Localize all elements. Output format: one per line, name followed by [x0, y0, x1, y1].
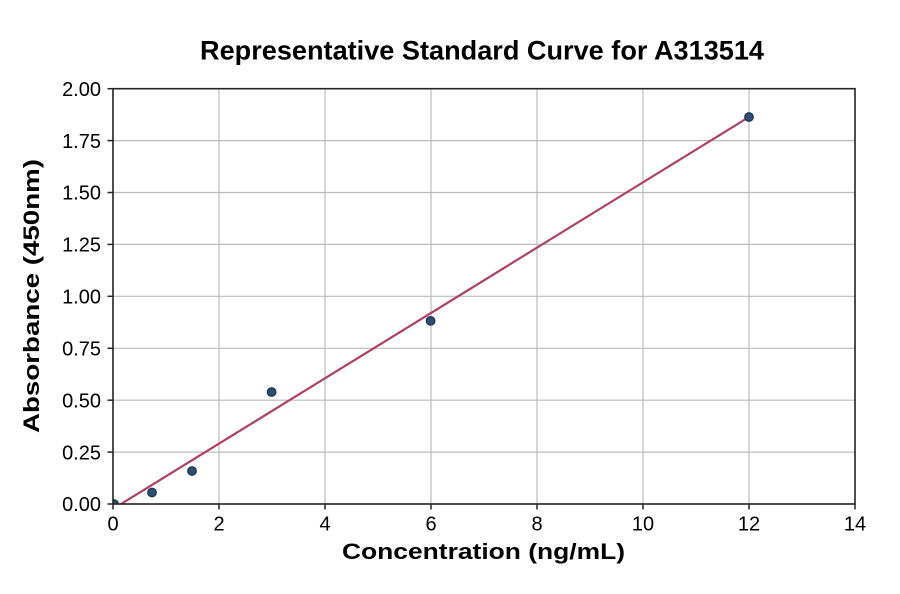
svg-text:Concentration (ng/mL): Concentration (ng/mL) — [342, 539, 625, 564]
svg-text:0: 0 — [107, 514, 118, 536]
svg-text:4: 4 — [319, 514, 330, 536]
svg-text:0.00: 0.00 — [62, 494, 101, 516]
svg-text:0.75: 0.75 — [62, 339, 101, 361]
svg-text:10: 10 — [632, 514, 654, 536]
svg-text:Representative Standard Curve: Representative Standard Curve for A31351… — [200, 35, 764, 65]
svg-text:0.50: 0.50 — [62, 390, 101, 412]
svg-text:2.00: 2.00 — [62, 79, 101, 101]
svg-text:1.25: 1.25 — [62, 235, 101, 257]
svg-text:0.25: 0.25 — [62, 442, 101, 464]
svg-text:2: 2 — [213, 514, 224, 536]
svg-text:Absorbance (450nm): Absorbance (450nm) — [19, 159, 44, 433]
svg-text:1.00: 1.00 — [62, 287, 101, 309]
svg-text:1.50: 1.50 — [62, 183, 101, 205]
svg-text:6: 6 — [425, 514, 436, 536]
svg-text:8: 8 — [531, 514, 542, 536]
svg-text:12: 12 — [738, 514, 760, 536]
svg-text:14: 14 — [844, 514, 866, 536]
svg-text:1.75: 1.75 — [62, 131, 101, 153]
